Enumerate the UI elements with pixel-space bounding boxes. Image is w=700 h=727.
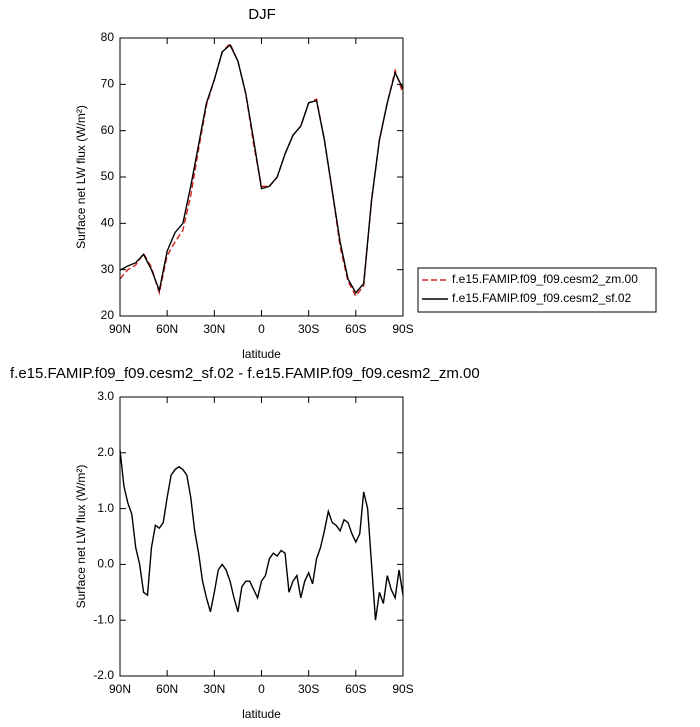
legend-label: f.e15.FAMIP.f09_f09.cesm2_sf.02 — [452, 291, 632, 305]
chart-title: f.e15.FAMIP.f09_f09.cesm2_sf.02 - f.e15.… — [10, 365, 480, 382]
y-tick-label: 20 — [101, 308, 115, 322]
x-tick-label: 30S — [298, 322, 319, 336]
x-axis-label: latitude — [242, 707, 281, 721]
y-tick-label: 3.0 — [97, 389, 114, 403]
series-line — [119, 449, 404, 621]
series-line — [119, 42, 404, 298]
y-tick-label: 2.0 — [97, 445, 114, 459]
y-axis-label: Surface net LW flux (W/m²) — [74, 465, 88, 609]
y-tick-label: 30 — [101, 262, 115, 276]
y-tick-label: 80 — [101, 30, 115, 44]
x-tick-label: 60S — [345, 322, 366, 336]
x-tick-label: 90S — [392, 322, 413, 336]
x-tick-label: 60N — [156, 322, 178, 336]
x-tick-label: 30N — [203, 682, 225, 696]
x-tick-label: 90N — [109, 682, 131, 696]
y-tick-label: -2.0 — [93, 668, 114, 682]
chart-title: DJF — [248, 6, 276, 23]
series-line — [119, 43, 404, 295]
x-tick-label: 0 — [258, 682, 265, 696]
plot-frame — [119, 37, 404, 317]
plot-frame — [119, 396, 404, 677]
x-tick-label: 60S — [345, 682, 366, 696]
y-tick-label: -1.0 — [93, 612, 114, 626]
legend-box — [417, 267, 657, 313]
y-tick-label: 0.0 — [97, 557, 114, 571]
x-tick-label: 90N — [109, 322, 131, 336]
legend-label: f.e15.FAMIP.f09_f09.cesm2_zm.00 — [452, 272, 638, 286]
x-tick-label: 60N — [156, 682, 178, 696]
x-tick-label: 90S — [392, 682, 413, 696]
x-tick-label: 30S — [298, 682, 319, 696]
y-axis-label: Surface net LW flux (W/m²) — [74, 105, 88, 249]
x-tick-label: 30N — [203, 322, 225, 336]
x-axis-label: latitude — [242, 347, 281, 361]
y-tick-label: 40 — [101, 216, 115, 230]
y-tick-label: 50 — [101, 169, 115, 183]
y-tick-label: 70 — [101, 77, 115, 91]
x-tick-label: 0 — [258, 322, 265, 336]
y-tick-label: 1.0 — [97, 501, 114, 515]
y-tick-label: 60 — [101, 123, 115, 137]
